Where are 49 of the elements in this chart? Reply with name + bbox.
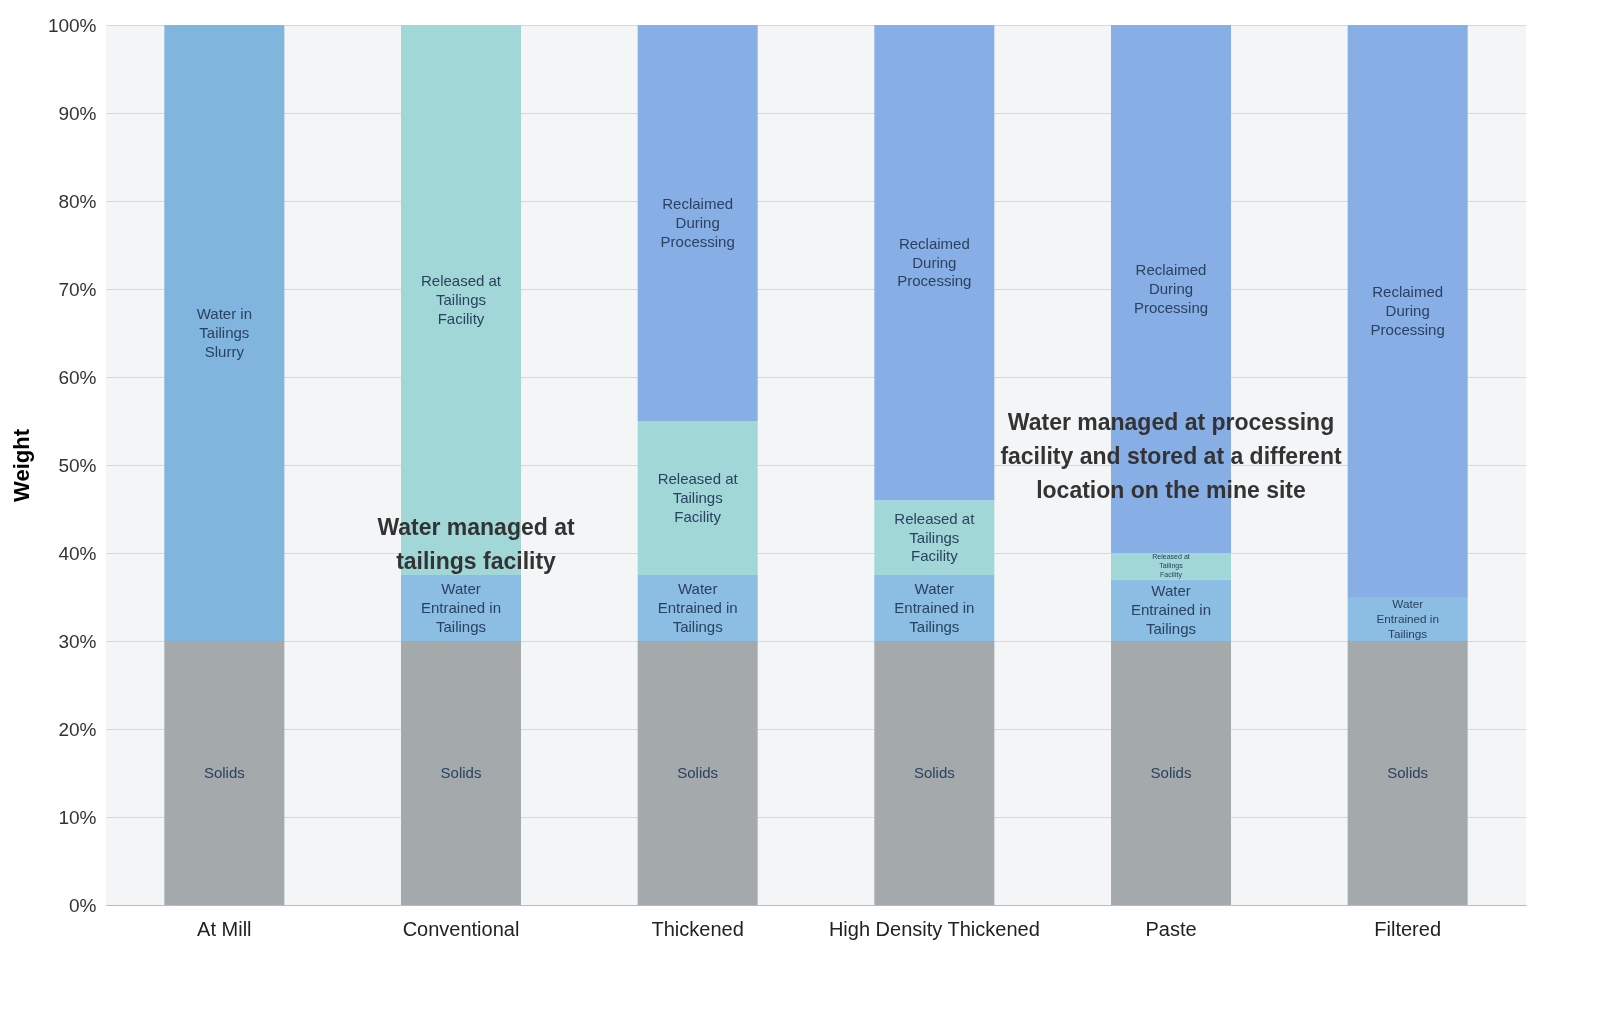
text: Water Entrained in Tailings [420,580,502,635]
series-label: Solids [677,764,719,781]
bar [164,641,285,905]
x-tick-label: Thickened [651,917,744,940]
bar [637,25,758,421]
text: Solids [440,764,482,781]
text: Solids [203,764,245,781]
annotation: Water managed at tailings facility [377,514,575,574]
y-tick-label: 60% [58,366,97,388]
series-label: Water Entrained in Tailings [1376,597,1439,640]
y-tick-label: 0% [69,894,97,916]
y-tick-label: 70% [58,278,97,300]
text: Reclaimed During Processing [660,195,735,250]
y-tick-label: 40% [58,542,97,564]
y-tick-label: 80% [58,190,97,212]
bar [1111,641,1231,905]
x-tick-label: Conventional [402,917,520,940]
text: Solids [1387,764,1429,781]
text: Reclaimed During Processing [1133,261,1209,316]
text: Water Entrained in Tailings [1130,582,1212,637]
y-axis-title: Weight [8,428,34,502]
bar [1347,641,1468,905]
bar [637,421,758,575]
series-label: Reclaimed During Processing [1370,283,1445,338]
y-tick-label: 100% [47,14,97,36]
x-tick-label: Paste [1145,917,1197,940]
y-tick-label: 50% [58,454,97,476]
bar [874,641,995,905]
text: Released at Tailings Facility [420,272,502,327]
bar [637,641,758,905]
x-tick-label: At Mill [197,917,252,940]
bar [874,25,995,501]
text: Released at Tailings Facility [894,509,975,565]
x-tick-label: Filtered [1374,917,1442,940]
text: Water Entrained in Tailings [657,580,738,635]
text: Water Entrained in Tailings [894,580,975,635]
text: Solids [1150,764,1192,781]
bar [164,25,285,641]
series-label: Water in Tailings Slurry [196,305,252,360]
y-tick-label: 10% [58,806,97,828]
bar [401,641,521,905]
bar [1347,25,1468,597]
text: Released at Tailings Facility [657,470,738,525]
x-tick-label: High Density Thickened [828,917,1040,940]
y-tick-label: 30% [58,630,97,652]
y-tick-label: 20% [58,718,97,740]
text: Solids [913,764,955,781]
text: Reclaimed During Processing [897,234,972,290]
y-tick-label: 90% [58,102,97,124]
